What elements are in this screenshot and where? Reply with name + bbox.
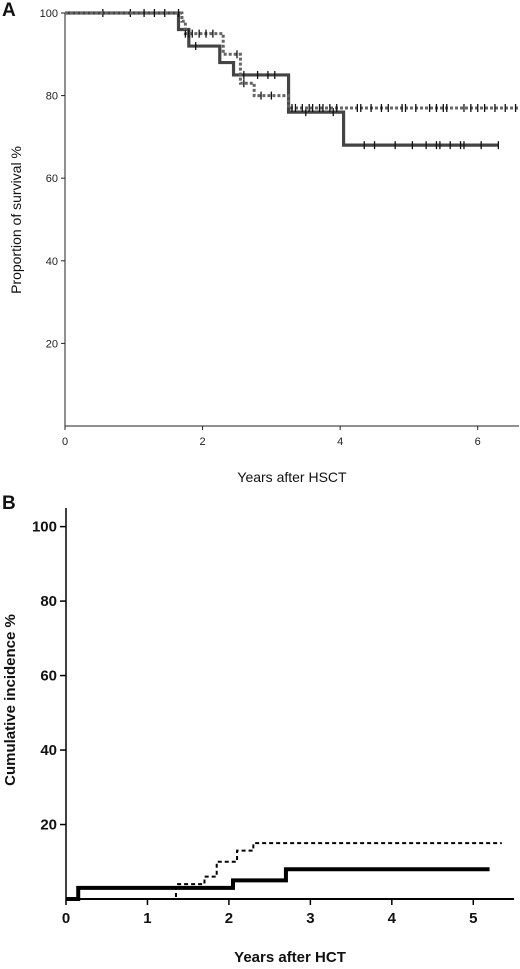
y-tick-label-b: 100	[32, 519, 57, 536]
x-tick-label-a: 0	[62, 436, 68, 448]
x-tick-label-b: 2	[225, 910, 233, 927]
incidence-curve-dashed	[66, 842, 502, 900]
y-axis-label-b: Cumulative incidence %	[2, 614, 19, 786]
cumulative-incidence-chart: 20 40 60 80 100 0 1 2 3 4 5 Years after HCT Cumulati…	[2, 508, 514, 966]
panel-letter-a: A	[2, 0, 16, 21]
x-tick-label-b: 1	[143, 910, 151, 927]
y-tick-label-b: 20	[40, 817, 57, 834]
y-tick-label-a: 20	[46, 338, 58, 350]
y-tick-label-b: 80	[40, 593, 57, 610]
survival-curve-dashed	[65, 11, 519, 110]
survival-chart: 20 40 60 80 100 0 2 4 6 Years after HSCT Proportio…	[8, 8, 519, 485]
y-tick-label-a: 100	[40, 8, 58, 20]
incidence-curve-solid	[66, 867, 490, 901]
x-tick-label-b: 3	[306, 910, 314, 927]
x-tick-label-a: 4	[337, 436, 343, 448]
y-tick-label-a: 80	[46, 91, 58, 103]
y-tick-label-a: 60	[46, 173, 58, 185]
x-tick-label-b: 0	[62, 910, 70, 927]
y-tick-label-b: 60	[40, 668, 57, 685]
y-tick-label-b: 40	[40, 742, 57, 759]
x-tick-label-b: 5	[469, 910, 477, 927]
x-tick-label-a: 2	[200, 436, 206, 448]
x-axis-label-a: Years after HSCT	[237, 469, 347, 485]
x-tick-label-b: 4	[388, 910, 397, 927]
y-axis-label-a: Proportion of survival %	[8, 146, 24, 294]
survival-curve-solid	[65, 11, 499, 147]
panel-letter-b: B	[2, 493, 16, 514]
y-tick-label-a: 40	[46, 256, 58, 268]
x-axis-label-b: Years after HCT	[234, 949, 346, 966]
x-tick-label-a: 6	[475, 436, 481, 448]
